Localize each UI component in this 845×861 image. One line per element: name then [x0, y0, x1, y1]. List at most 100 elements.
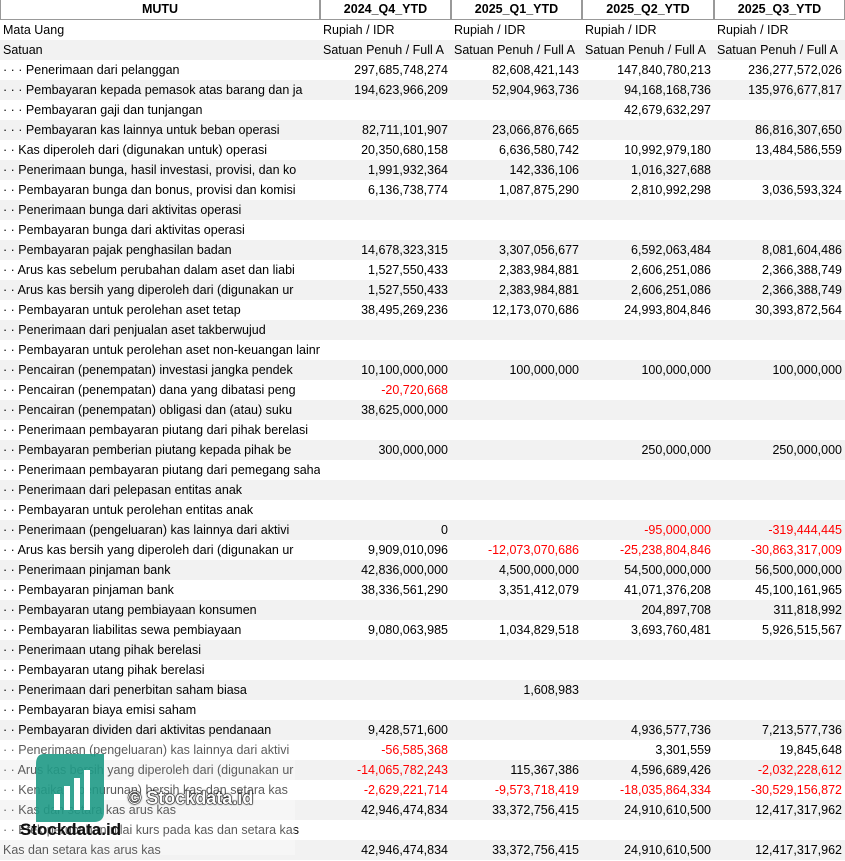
value-cell: 1,016,327,688: [631, 163, 711, 177]
value-cell: [320, 680, 451, 700]
value-cell: 2,366,388,749: [762, 263, 842, 277]
table-row: · · Pembayaran bunga dari aktivitas oper…: [0, 220, 845, 240]
row-label: · · · Pembayaran gaji dan tunjangan: [3, 103, 203, 117]
value-cell: [714, 320, 845, 340]
value-cell: 12,417,317,962: [755, 803, 842, 817]
table-row: · · Efek perubahan nilai kurs pada kas d…: [0, 820, 845, 840]
value-cell: 94,168,168,736: [624, 83, 711, 97]
value-cell: 4,596,689,426: [631, 763, 711, 777]
value-cell: 13,484,586,559: [755, 143, 842, 157]
row-label: · · Pembayaran utang pihak berelasi: [3, 663, 205, 677]
value-cell: [451, 700, 582, 720]
row-label: Kas dan setara kas arus kas: [3, 843, 161, 857]
table-row: · · Pembayaran utang pembiayaan konsumen…: [0, 600, 845, 620]
value-cell: [320, 420, 451, 440]
value-cell: 38,336,561,290: [361, 583, 448, 597]
value-cell: 100,000,000: [509, 363, 579, 377]
value-cell: [714, 100, 845, 120]
table-row: Satuan Satuan Penuh / Full A Satuan Penuh …: [0, 40, 845, 60]
table-row: · · Penerimaan bunga dari aktivitas oper…: [0, 200, 845, 220]
value-cell: 2,606,251,086: [631, 283, 711, 297]
value-cell: -18,035,864,334: [619, 783, 711, 797]
value-cell: 33,372,756,415: [492, 843, 579, 857]
value-cell: Satuan Penuh / Full A: [323, 43, 444, 57]
table-row: · · Kas dan setara kas arus kas42,946,47…: [0, 800, 845, 820]
value-cell: [320, 200, 451, 220]
value-cell: [451, 500, 582, 520]
value-cell: [451, 100, 582, 120]
value-cell: 6,636,580,742: [499, 143, 579, 157]
row-label: · · Penerimaan dari penerbitan saham bia…: [3, 683, 247, 697]
table-row: · · Arus kas bersih yang diperoleh dari …: [0, 280, 845, 300]
value-cell: 100,000,000: [772, 363, 842, 377]
value-cell: [714, 640, 845, 660]
value-cell: [451, 320, 582, 340]
value-cell: [451, 420, 582, 440]
value-cell: 54,500,000,000: [624, 563, 711, 577]
value-cell: -2,032,228,612: [757, 763, 842, 777]
watermark-logo-text: Stockdata.id: [20, 820, 122, 839]
value-cell: [320, 600, 451, 620]
value-cell: [451, 720, 582, 740]
value-cell: [320, 480, 451, 500]
value-cell: 142,336,106: [509, 163, 579, 177]
table-row: · · Pencairan (penempatan) investasi jan…: [0, 360, 845, 380]
value-cell: Rupiah / IDR: [585, 23, 657, 37]
row-label: · · Penerimaan bunga, hasil investasi, p…: [3, 163, 297, 177]
row-label: · · Kas diperoleh dari (digunakan untuk)…: [3, 143, 268, 157]
table-row: · · Pembayaran utang pihak berelasi: [0, 660, 845, 680]
value-cell: [320, 820, 451, 840]
value-cell: [451, 600, 582, 620]
header-row: MUTU 2024_Q4_YTD 2025_Q1_YTD 2025_Q2_YTD 202…: [0, 0, 845, 20]
value-cell: [451, 820, 582, 840]
table-row: · · Penerimaan pembayaran piutang dari p…: [0, 420, 845, 440]
value-cell: [714, 460, 845, 480]
value-cell: [451, 200, 582, 220]
value-cell: 3,307,056,677: [499, 243, 579, 257]
value-cell: [582, 660, 714, 680]
table-row: · · Arus kas bersih yang diperoleh dari …: [0, 540, 845, 560]
row-label: · · Pembayaran dividen dari aktivitas pe…: [3, 723, 272, 737]
value-cell: [451, 460, 582, 480]
value-cell: 8,081,604,486: [762, 243, 842, 257]
row-label: · · Pembayaran pemberian piutang kepada …: [3, 443, 292, 457]
value-cell: Rupiah / IDR: [323, 23, 395, 37]
value-cell: [451, 220, 582, 240]
row-label: · · · Pembayaran kepada pemasok atas bar…: [3, 83, 303, 97]
table-row: · · Penerimaan dari pelepasan entitas an…: [0, 480, 845, 500]
value-cell: -20,720,668: [381, 383, 448, 397]
value-cell: Rupiah / IDR: [454, 23, 526, 37]
table-row: · · Arus kas bersih yang diperoleh dari …: [0, 760, 845, 780]
value-cell: 86,816,307,650: [755, 123, 842, 137]
table-row: · · Pembayaran bunga dan bonus, provisi …: [0, 180, 845, 200]
table-row: · · Pencairan (penempatan) obligasi dan …: [0, 400, 845, 420]
table-row: · · Penerimaan dari penjualan aset takbe…: [0, 320, 845, 340]
value-cell: [320, 340, 451, 360]
value-cell: 42,836,000,000: [361, 563, 448, 577]
value-cell: 12,417,317,962: [755, 843, 842, 857]
value-cell: [582, 400, 714, 420]
value-cell: Rupiah / IDR: [717, 23, 789, 37]
value-cell: -30,529,156,872: [750, 783, 842, 797]
row-label: · · · Penerimaan dari pelanggan: [3, 63, 180, 77]
value-cell: -30,863,317,009: [750, 543, 842, 557]
value-cell: 19,845,648: [779, 743, 842, 757]
row-label: · · Arus kas bersih yang diperoleh dari …: [3, 543, 294, 557]
table-row: · · Penerimaan bunga, hasil investasi, p…: [0, 160, 845, 180]
value-cell: 4,500,000,000: [499, 563, 579, 577]
value-cell: 23,066,876,665: [492, 123, 579, 137]
value-cell: [714, 480, 845, 500]
value-cell: [320, 220, 451, 240]
value-cell: [582, 340, 714, 360]
row-label: · · Penerimaan pinjaman bank: [3, 563, 171, 577]
value-cell: Satuan Penuh / Full A: [454, 43, 575, 57]
table-row: · · · Penerimaan dari pelanggan 297,685,7…: [0, 60, 845, 80]
value-cell: 250,000,000: [641, 443, 711, 457]
row-label: · · Penerimaan bunga dari aktivitas oper…: [3, 203, 242, 217]
value-cell: 147,840,780,213: [617, 63, 711, 77]
table-row: · · Penerimaan utang pihak berelasi: [0, 640, 845, 660]
value-cell: [714, 420, 845, 440]
row-label: · · Pembayaran utang pembiayaan konsumen: [3, 603, 257, 617]
value-cell: [714, 380, 845, 400]
